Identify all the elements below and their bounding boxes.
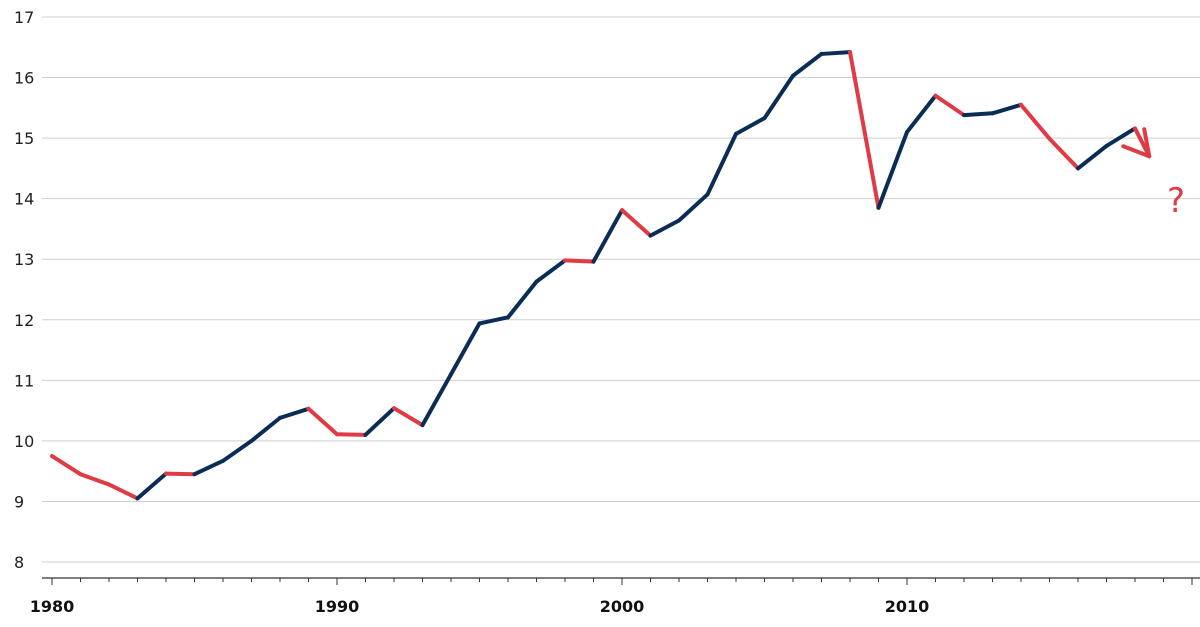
line-segment-rising — [420, 372, 453, 428]
line-segment-rising — [677, 192, 710, 223]
line-segment-falling — [78, 472, 111, 487]
question-mark-annotation: ? — [1167, 181, 1185, 221]
data-point — [592, 260, 596, 264]
y-tick-label: 10 — [14, 432, 34, 451]
line-segment-falling — [620, 208, 653, 238]
data-point — [649, 234, 653, 238]
line-segment-rising — [1104, 126, 1137, 148]
y-tick-label: 8 — [14, 553, 24, 572]
data-point — [136, 496, 140, 500]
data-point — [193, 472, 197, 476]
data-point — [934, 94, 938, 98]
line-segment-rising — [363, 406, 396, 437]
data-point — [79, 472, 83, 476]
line-segment-rising — [249, 415, 282, 443]
line-segment-falling — [107, 482, 140, 501]
data-point — [1019, 103, 1023, 107]
line-segment-rising — [762, 73, 795, 121]
data-point — [1105, 144, 1109, 148]
x-tick-label: 2000 — [600, 597, 645, 616]
y-tick-label: 16 — [14, 69, 34, 88]
line-segment-falling — [306, 406, 339, 437]
data-point — [335, 432, 339, 436]
line-segment-falling — [50, 454, 83, 477]
axis-layer: 8 9 10 11 12 13 14 15 16 17 1980 1990 2000 2010 — [14, 8, 1200, 616]
line-segment-rising — [734, 116, 767, 136]
data-point — [221, 459, 225, 463]
x-tick-label: 1980 — [30, 597, 75, 616]
line-segment-rising — [1076, 143, 1109, 171]
data-point — [421, 423, 425, 427]
line-segment-rising — [449, 321, 482, 377]
data-point — [364, 433, 368, 437]
data-point — [535, 280, 539, 284]
line-segment-rising — [135, 471, 168, 501]
y-tick-label: 9 — [14, 492, 24, 511]
point-layer — [50, 50, 1137, 500]
line-segment-rising — [990, 102, 1023, 116]
data-point — [506, 315, 510, 319]
y-tick-label: 15 — [14, 129, 34, 148]
line-segment-rising — [876, 130, 909, 210]
line-segment-rising — [648, 218, 681, 238]
data-point — [50, 454, 54, 458]
data-point — [706, 192, 710, 196]
y-tick-label: 13 — [14, 250, 34, 269]
line-segment-rising — [905, 93, 938, 135]
line-segment-falling — [1019, 102, 1052, 141]
line-segment-falling — [164, 471, 197, 477]
grid-layer — [42, 16, 1200, 563]
data-point — [734, 132, 738, 136]
data-point — [278, 416, 282, 420]
data-point — [107, 482, 111, 486]
line-segment-rising — [705, 131, 738, 197]
x-tick-label: 1990 — [315, 597, 360, 616]
line-segment-rising — [192, 458, 225, 477]
line-segment-rising — [506, 279, 539, 320]
line-segment-falling — [848, 50, 881, 210]
data-point — [820, 52, 824, 56]
line-segment-rising — [591, 208, 624, 264]
line-segment-rising — [477, 315, 510, 326]
y-tick-label: 11 — [14, 371, 34, 390]
y-tick-label: 14 — [14, 190, 34, 209]
line-segment-falling — [1047, 136, 1080, 171]
data-point — [478, 321, 482, 325]
data-point — [962, 113, 966, 117]
line-segment-falling — [933, 93, 966, 118]
data-point — [563, 258, 567, 262]
data-point — [791, 74, 795, 78]
trend-arrow-head — [1121, 127, 1152, 159]
line-segment-falling — [392, 406, 425, 428]
data-point — [763, 116, 767, 120]
data-point — [250, 439, 254, 443]
y-tick-label: 17 — [14, 8, 34, 27]
data-point — [164, 472, 168, 476]
line-segment-falling — [563, 258, 596, 264]
line-segment-rising — [221, 438, 254, 463]
data-point — [677, 218, 681, 222]
data-point — [905, 130, 909, 134]
line-segment-rising — [278, 406, 311, 420]
line-segment-rising — [819, 50, 852, 56]
x-tick-label: 2010 — [885, 597, 930, 616]
data-point — [620, 208, 624, 212]
line-segment-rising — [791, 51, 824, 78]
data-point — [307, 407, 311, 411]
data-point — [1048, 137, 1052, 141]
data-point — [848, 50, 852, 54]
line-segment-rising — [534, 258, 567, 284]
data-point — [1076, 166, 1080, 170]
line-segment-rising — [962, 111, 995, 118]
data-point — [449, 372, 453, 376]
data-point — [877, 206, 881, 210]
data-point — [392, 406, 396, 410]
y-tick-label: 12 — [14, 311, 34, 330]
series-layer — [50, 50, 1137, 501]
trend-arrow — [1121, 126, 1152, 159]
line-segment-falling — [335, 432, 368, 437]
data-point — [991, 111, 995, 115]
